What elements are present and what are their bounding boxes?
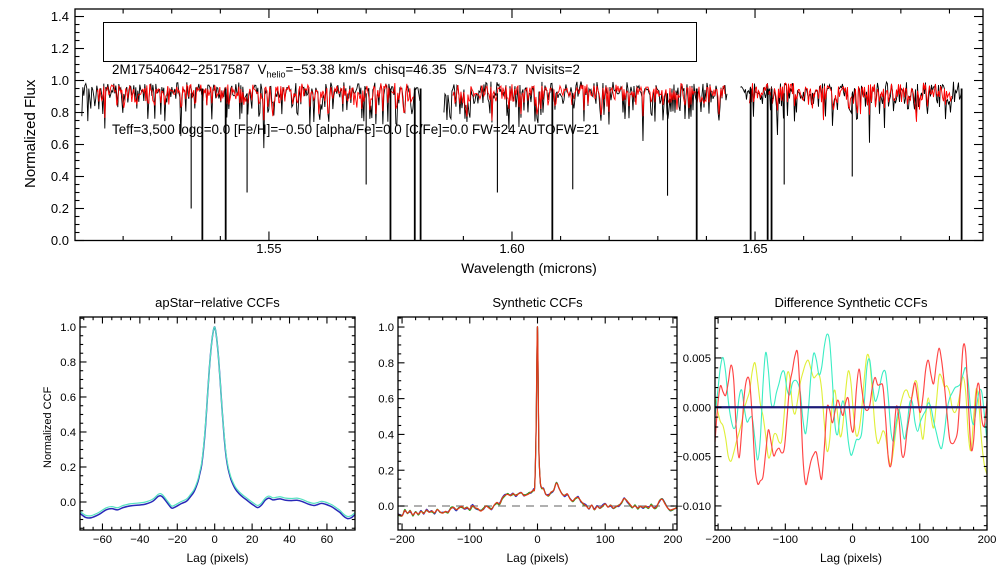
ytick-label: −0.005 [676, 452, 711, 464]
ytick-label: 0.8 [60, 357, 76, 369]
ytick-label: 0.0 [60, 497, 76, 509]
xtick-label: 100 [910, 534, 929, 546]
ytick-label: 0.4 [60, 427, 76, 439]
xtick-label: 40 [283, 534, 296, 546]
ytick-label: 0.2 [60, 462, 76, 474]
xtick-label: −200 [705, 534, 730, 546]
ytick-label: 1.0 [51, 73, 69, 88]
xtick-label: −100 [457, 534, 482, 546]
ccf-apstar-xlabel: Lag (pixels) [186, 551, 249, 565]
xtick-label: −20 [168, 534, 187, 546]
ytick-label: 0.2 [378, 465, 394, 477]
xtick-label: 100 [596, 534, 615, 546]
xtick-label: 1.60 [499, 241, 524, 256]
xtick-label: 200 [978, 534, 997, 546]
ytick-label: 0.005 [683, 353, 711, 365]
spectrum-xlabel: Wavelength (microns) [461, 260, 597, 276]
xtick-label: 60 [321, 534, 334, 546]
fit-stats: =−53.38 km/s chisq=46.35 S/N=473.7 Nvisi… [285, 62, 580, 77]
ytick-label: 0.8 [51, 105, 69, 120]
ytick-label: 0.8 [378, 358, 394, 370]
ytick-label: 1.4 [51, 9, 69, 24]
panel-axes-0: 1.55 1.60 1.65 0.0 0.2 0.4 0.6 0.8 1.0 1.2 1.4 [51, 8, 984, 256]
ccf-synthetic-xlabel: Lag (pixels) [506, 551, 569, 565]
ccf-apstar-ylabel: Normalized CCF [42, 386, 54, 468]
spectrum-ylabel: Normalized Flux [22, 79, 39, 188]
panel-axes-3: −200 −100 0 100 200 0.005 0.000 −0.005 −0.010 [676, 316, 997, 546]
ytick-label: 0.6 [378, 394, 394, 406]
ccf-synthetic-title: Synthetic CCFs [492, 295, 583, 310]
apstar-ccf-series [79, 326, 356, 520]
ccf-difference-xlabel: Lag (pixels) [819, 551, 883, 565]
xtick-label: −100 [773, 534, 798, 546]
difference-ccf-series [714, 333, 988, 486]
xtick-label: −40 [130, 534, 149, 546]
synthetic-ccf-series [397, 326, 678, 517]
ytick-label: 0.6 [60, 392, 76, 404]
ytick-label: 0.2 [51, 201, 69, 216]
annotation-box: 2M17540642−2517587 Vhelio=−53.38 km/s ch… [103, 22, 697, 137]
ytick-label: −0.010 [676, 501, 711, 513]
ytick-label: 0.4 [51, 169, 69, 184]
xtick-label: 200 [664, 534, 683, 546]
ytick-label: 0.000 [683, 402, 711, 414]
xtick-label: 20 [246, 534, 259, 546]
annotation-line2: Teff=3,500 logg=0.0 [Fe/H]=−0.50 [alpha/… [112, 122, 600, 138]
ytick-label: 1.0 [378, 322, 394, 334]
ytick-label: 1.2 [51, 41, 69, 56]
xtick-label: 0 [534, 534, 540, 546]
panel-axes-2: −200 −100 0 100 200 0.0 0.2 0.4 0.6 0.8 1.0 [378, 316, 683, 546]
vhelio-subscript: helio [266, 69, 286, 80]
ytick-label: 0.4 [378, 429, 394, 441]
xtick-label: 0 [849, 534, 855, 546]
annotation-line1: 2M17540642−2517587 Vhelio=−53.38 km/s ch… [112, 61, 696, 84]
xtick-label: 0 [212, 534, 218, 546]
ytick-label: 1.0 [60, 322, 76, 334]
ytick-label: 0.0 [51, 233, 69, 248]
ccf-apstar-title: apStar−relative CCFs [155, 295, 280, 310]
panel-axes-1: −60 −40 −20 0 20 40 60 0.0 0.2 0.4 0.6 0.8 1.0 [60, 316, 356, 546]
xtick-label: 1.55 [256, 241, 281, 256]
xtick-label: −200 [389, 534, 414, 546]
xtick-label: 1.65 [742, 241, 767, 256]
ytick-label: 0.6 [51, 137, 69, 152]
ytick-label: 0.0 [378, 501, 394, 513]
target-id-and-vhelio: 2M17540642−2517587 V [112, 62, 267, 77]
spectrum-series [81, 80, 963, 240]
xtick-label: −60 [93, 534, 112, 546]
ccf-difference-title: Difference Synthetic CCFs [774, 295, 928, 310]
